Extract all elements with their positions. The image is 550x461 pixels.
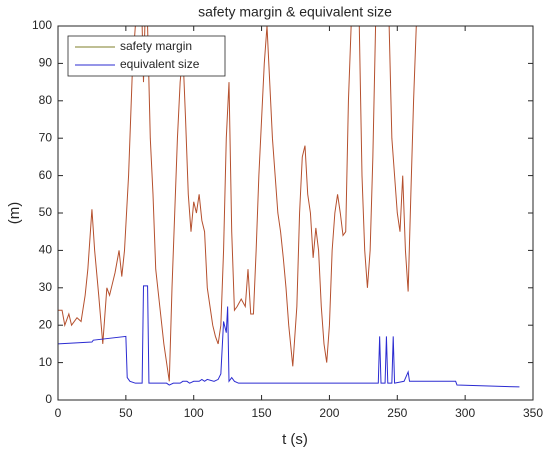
y-tick-label: 10 xyxy=(39,355,53,369)
x-axis-label: t (s) xyxy=(282,431,308,448)
legend-box xyxy=(67,35,226,77)
x-tick-label: 300 xyxy=(455,406,475,420)
x-tick-label: 50 xyxy=(119,406,133,420)
axes-box xyxy=(57,25,534,401)
y-tick-label: 80 xyxy=(39,93,53,107)
y-tick-label: 30 xyxy=(39,280,53,294)
y-tick-label: 70 xyxy=(39,130,53,144)
chart-title: safety margin & equivalent size xyxy=(198,4,392,20)
legend-label: equivalent size xyxy=(120,57,200,71)
y-tick-label: 90 xyxy=(39,56,53,70)
x-tick-label: 0 xyxy=(55,406,62,420)
y-tick-label: 50 xyxy=(39,205,53,219)
data-line xyxy=(58,285,520,388)
x-tick-label: 250 xyxy=(387,406,407,420)
x-tick-label: 350 xyxy=(523,406,543,420)
legend-label: safety margin xyxy=(120,39,192,53)
data-line xyxy=(58,26,520,382)
x-tick-label: 200 xyxy=(319,406,339,420)
x-tick-label: 150 xyxy=(252,406,272,420)
y-tick-label: 0 xyxy=(45,392,52,406)
y-tick-label: 100 xyxy=(32,18,52,32)
y-tick-label: 20 xyxy=(39,317,53,331)
y-tick-label: 40 xyxy=(39,243,53,257)
y-tick-label: 60 xyxy=(39,168,53,182)
x-tick-label: 100 xyxy=(184,406,204,420)
y-axis-label: (m) xyxy=(6,202,23,225)
plot-area xyxy=(58,26,520,388)
